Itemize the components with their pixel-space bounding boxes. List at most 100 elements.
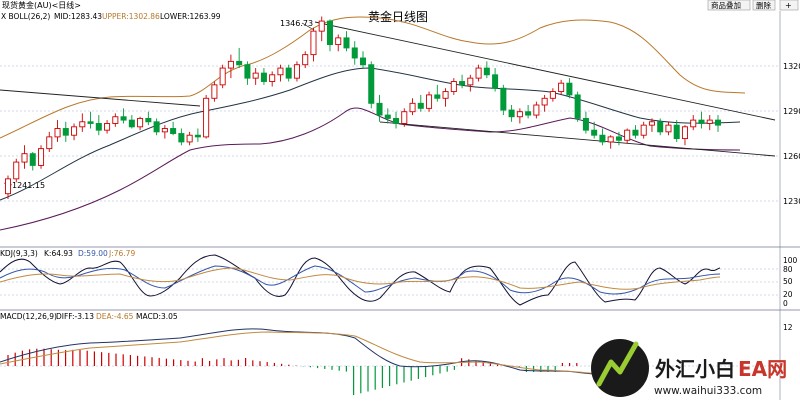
support-trendline [379,121,776,157]
candle [62,121,69,142]
candle [153,118,160,136]
candle [376,94,383,122]
watermark-brand: 外汇小白 [655,357,735,381]
overlay-button-label: 商品叠加 [711,0,741,10]
watermark-url: www.waihui333.com [654,385,762,397]
kdj-tick-label: 80 [783,265,793,274]
macd-dea-line [0,331,601,375]
candle [632,125,639,139]
candle [541,94,548,112]
kdj-tick-label: 50 [783,277,793,286]
candle-body [574,94,581,119]
candle [483,61,490,79]
candle-body [417,102,424,109]
candle-body [665,124,672,133]
candle-body [681,126,688,140]
candle-body [632,129,639,136]
candle-body [500,87,507,111]
candle [648,118,655,132]
candle [558,79,565,95]
candle [475,64,482,82]
candle-body [442,91,449,99]
macd-dea-value: DEA:-4.65 [96,312,134,321]
candle [500,84,507,116]
candle-body [434,94,441,99]
candle-body [492,74,499,89]
candle-body [120,116,127,121]
resistance-trendline [314,21,776,121]
boll-upper-value: UPPER:1302.86 [102,12,160,21]
candle-body [95,123,102,131]
overlay-button[interactable]: 商品叠加 [707,0,751,11]
candle [318,16,325,42]
candle [203,94,210,139]
candle [574,91,581,122]
candle-body [607,136,614,143]
delete-button[interactable]: 删除 [752,0,776,11]
kdj-legend: KDJ(9,3,3) K:64.93 D:59.00 J:76.79 [0,249,135,258]
candle-body [62,128,69,136]
candle-body [104,123,111,131]
y-tick-label: 1290 [783,107,800,116]
candle-body [178,133,185,143]
add-button-label: + [785,1,792,10]
candle [607,135,614,149]
macd-header: MACD(12,26,9) [0,312,57,321]
candle-body [310,30,317,56]
candle-body [277,67,284,76]
candle [368,61,375,109]
candle-body [541,97,548,106]
candle [4,175,12,199]
candle-body [401,111,408,124]
candle [508,105,515,122]
candle [359,51,367,69]
candle-body [690,119,697,128]
candle-body [384,114,391,119]
candle [582,111,589,134]
candle [178,128,185,146]
add-button[interactable]: + [779,0,799,11]
macd-macd-value: MACD:3.05 [136,312,178,321]
candle [673,120,680,142]
candle-body [549,91,556,99]
candle-body [194,134,201,138]
main-grid [0,65,780,202]
candle [566,78,573,99]
low-price-label: 1241.15 [12,181,45,190]
kdj-grid [0,268,780,296]
candle-body [467,77,474,86]
candle [467,74,474,92]
candle [302,51,309,69]
candle-body [615,136,622,141]
candle-body [29,153,36,166]
candle [714,115,722,132]
candle [104,120,111,134]
candle [120,108,127,124]
candle [335,34,342,52]
macd-tick-label: 12 [783,323,793,332]
candle-body [393,117,400,124]
candle-body [426,94,433,109]
y-tick-label: 1320 [783,62,800,71]
high-price-label: 1346.73 [280,19,313,28]
watermark: 外汇小白 EA网 www.waihui333.com [591,339,787,397]
y-tick-label: 1230 [783,197,800,206]
candle-body [21,153,28,163]
kdj-d-line [0,267,721,290]
candle-body [87,121,94,124]
candle [426,91,433,112]
candle [343,31,350,52]
candle-body [137,117,144,128]
candle-body [525,111,532,116]
candle [236,47,243,69]
candle [533,101,540,119]
kdj-tick-label: 0 [783,299,788,308]
candle [665,121,672,136]
kdj-tick-label: 100 [783,256,798,265]
candle-body [533,104,540,116]
candle [186,131,193,146]
boll-lower-value: LOWER:1263.99 [160,12,221,21]
candle [244,61,251,85]
candle [128,115,135,129]
candle [599,128,606,146]
